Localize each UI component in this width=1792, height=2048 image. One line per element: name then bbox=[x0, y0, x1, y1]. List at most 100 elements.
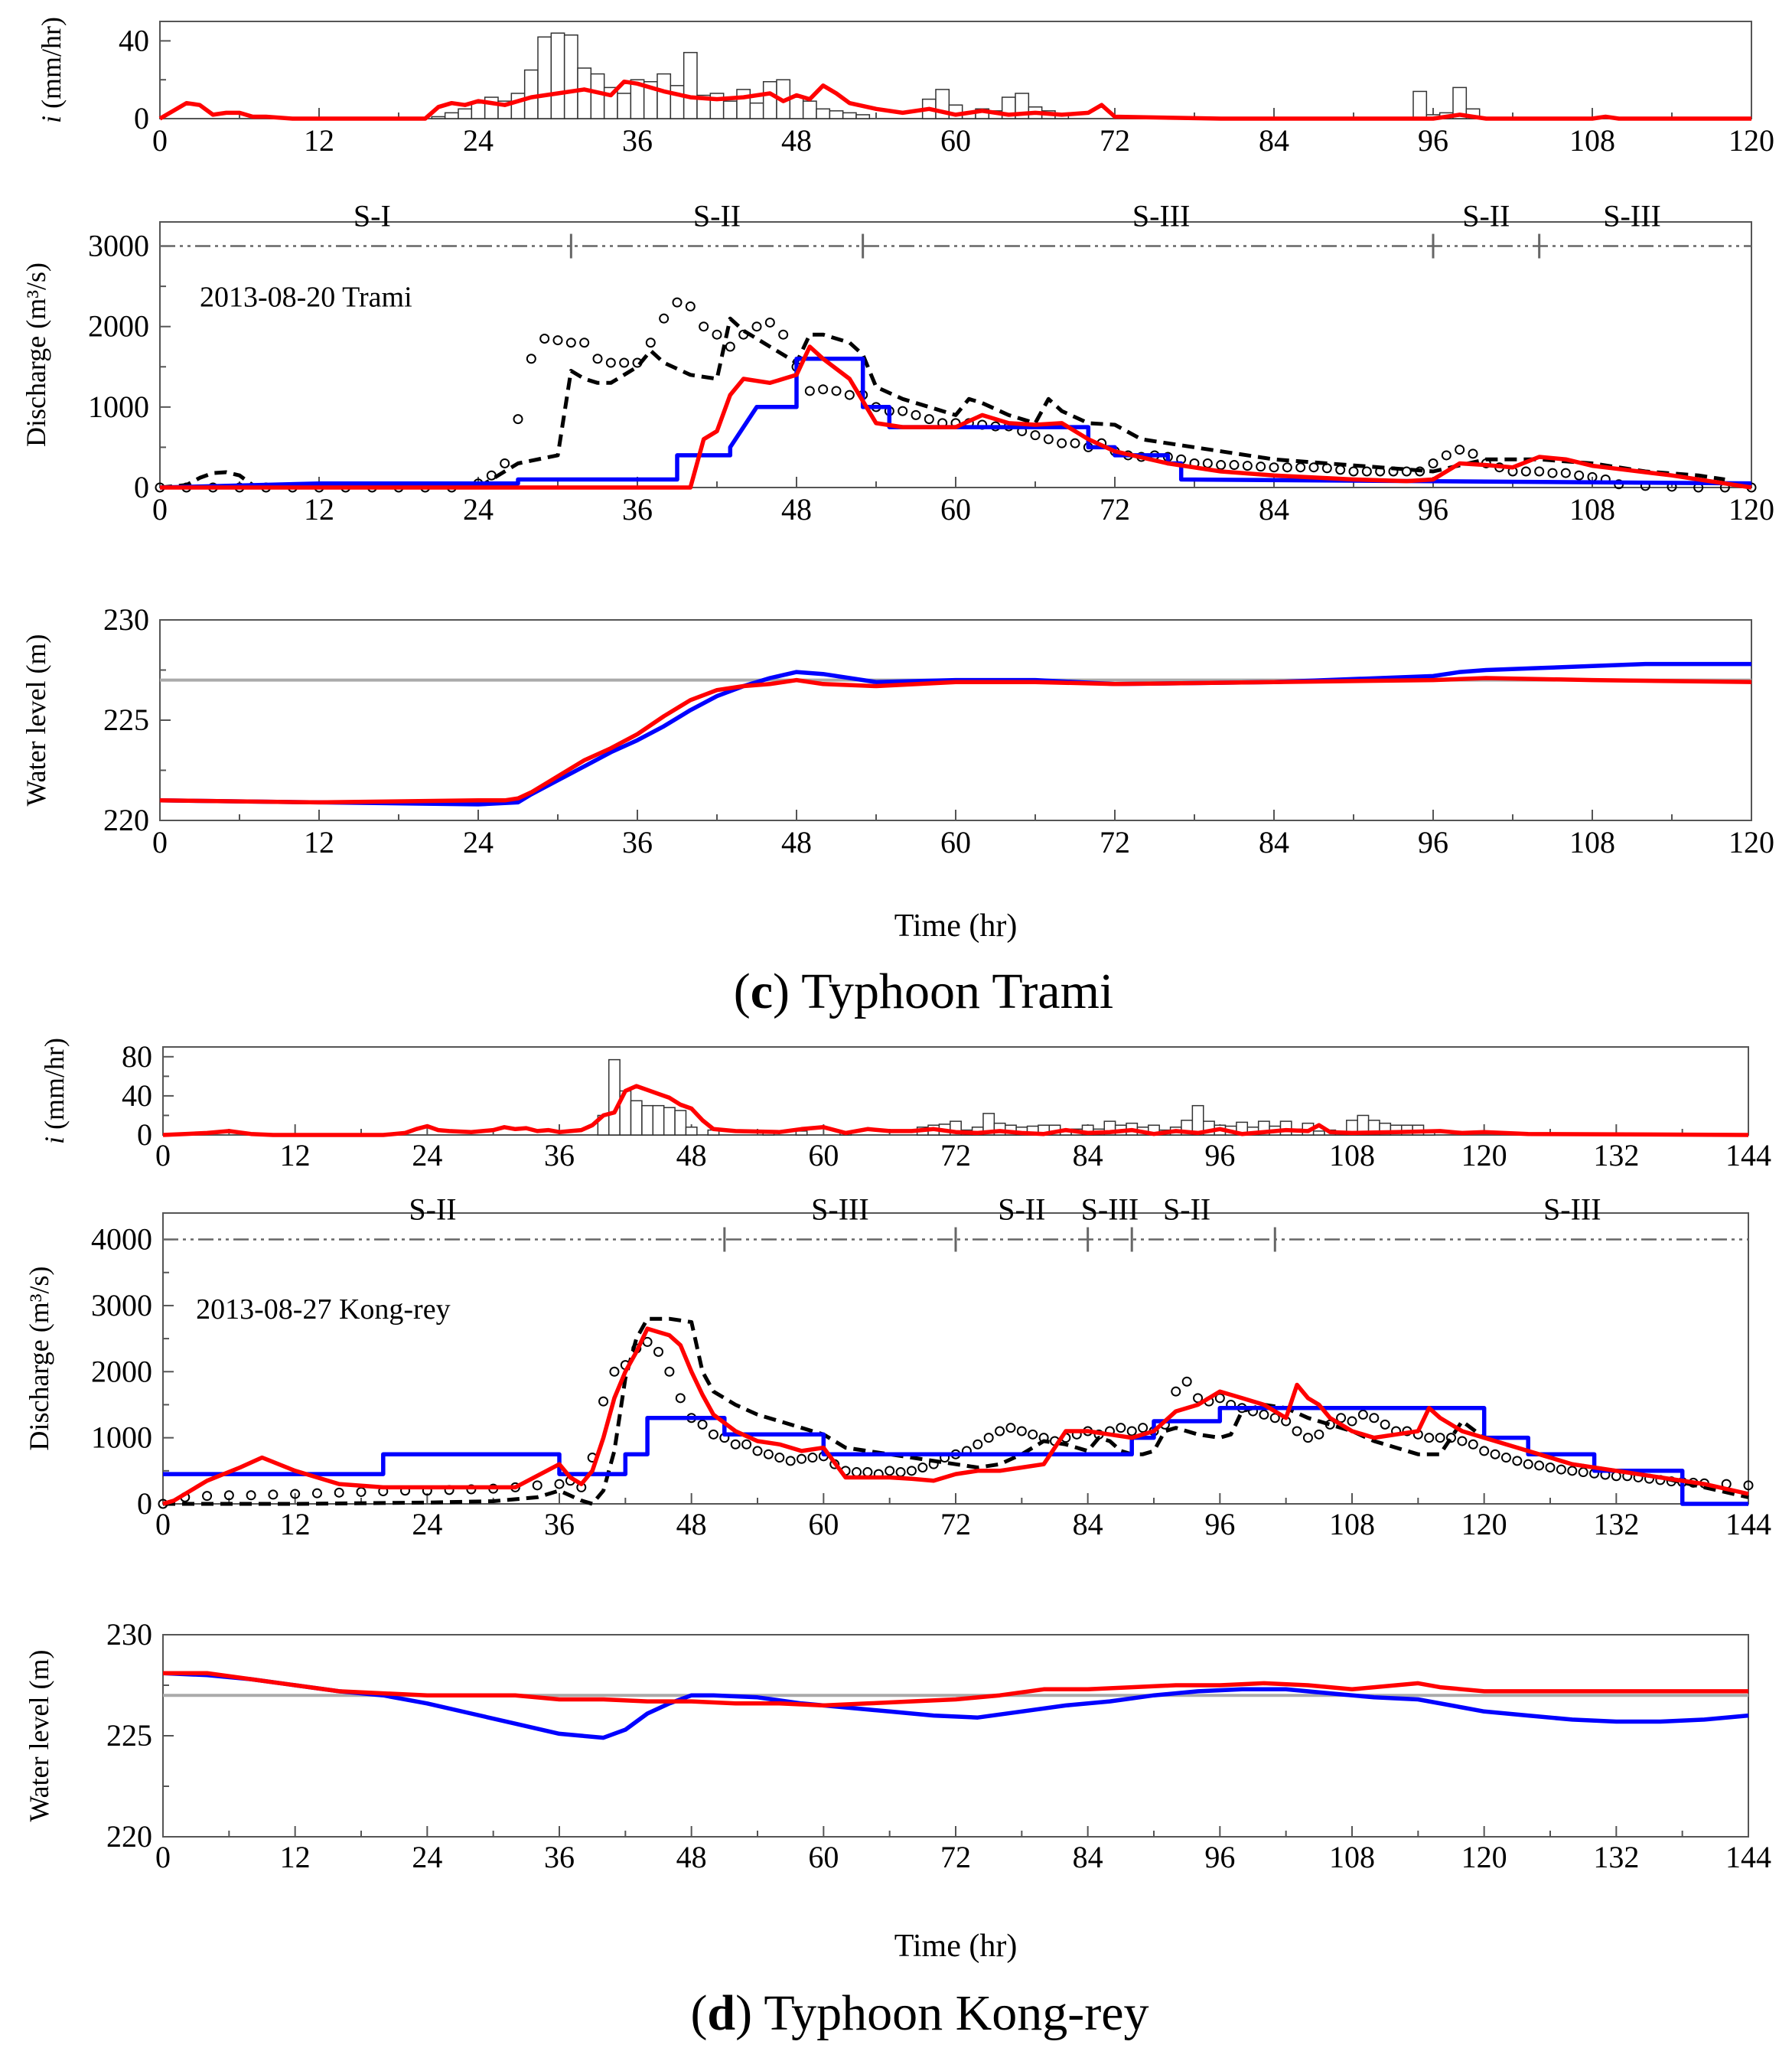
y-tick-label: 80 bbox=[122, 1039, 152, 1074]
plot-frame bbox=[162, 1212, 1749, 1505]
observed-point bbox=[1369, 1413, 1380, 1423]
x-tick-label: 24 bbox=[463, 492, 494, 527]
x-tick-label: 120 bbox=[1728, 825, 1774, 859]
observed-point bbox=[1295, 462, 1306, 473]
observed-point bbox=[1545, 1463, 1556, 1472]
x-tick-label: 96 bbox=[1204, 1138, 1235, 1172]
observed-point bbox=[685, 301, 696, 311]
x-tick-label: 24 bbox=[463, 123, 494, 158]
caption-d-letter: d bbox=[707, 1985, 735, 2041]
y-tick-label: 225 bbox=[106, 1718, 152, 1753]
observed-point bbox=[609, 1366, 620, 1377]
rainfall-bar bbox=[641, 1104, 654, 1136]
y-tick-label: 2000 bbox=[91, 1354, 152, 1388]
stage-label: S-II bbox=[998, 1192, 1045, 1227]
x-tick-label: 96 bbox=[1418, 123, 1448, 158]
observed-point bbox=[763, 1449, 774, 1459]
observed-point bbox=[1534, 466, 1545, 477]
rainfall-bar bbox=[590, 73, 605, 119]
rainfall-bar bbox=[652, 1104, 665, 1136]
kongrey-discharge-panel: 0 12 24 36 48 60 72 84 96 108 120 132 144 0 1000 2000 30… bbox=[24, 1192, 1771, 1541]
observed-point bbox=[818, 384, 829, 395]
x-tick-label: 12 bbox=[280, 1507, 311, 1541]
x-tick-label: 108 bbox=[1569, 825, 1615, 859]
y-axis-symbol: i bbox=[39, 1137, 70, 1144]
y-tick-label: 0 bbox=[137, 1117, 152, 1152]
series-line-blue bbox=[162, 1671, 1749, 1740]
y-tick-label: 0 bbox=[137, 1486, 152, 1521]
observed-point bbox=[598, 1396, 609, 1407]
stage-label: S-I bbox=[354, 199, 391, 233]
y-axis-label: i (mm/hr) bbox=[36, 17, 67, 123]
observed-point bbox=[1259, 1409, 1269, 1420]
series-line-red bbox=[160, 344, 1752, 490]
observed-point bbox=[1357, 1409, 1368, 1420]
observed-point bbox=[751, 321, 762, 332]
observed-point bbox=[797, 1453, 807, 1464]
x-tick-label: 24 bbox=[412, 1840, 442, 1874]
observed-point bbox=[712, 329, 722, 340]
observed-point bbox=[730, 1439, 741, 1450]
x-axis-label: Time (hr) bbox=[894, 908, 1018, 944]
y-tick-label: 230 bbox=[103, 602, 149, 637]
observed-point bbox=[1282, 462, 1292, 473]
y-tick-label: 2000 bbox=[88, 309, 149, 344]
x-tick-label: 24 bbox=[463, 825, 494, 859]
observed-point bbox=[983, 1433, 994, 1443]
x-tick-label: 48 bbox=[781, 492, 812, 527]
x-tick-label: 12 bbox=[304, 123, 334, 158]
y-tick-label: 220 bbox=[106, 1819, 152, 1854]
observed-point bbox=[917, 1463, 928, 1472]
observed-point bbox=[1302, 1433, 1313, 1443]
x-tick-label: 84 bbox=[1073, 1507, 1103, 1541]
observed-point bbox=[592, 354, 603, 364]
observed-point bbox=[539, 333, 550, 344]
y-tick-label: 40 bbox=[119, 23, 149, 57]
observed-point bbox=[1567, 1466, 1578, 1476]
observed-point bbox=[1028, 1429, 1038, 1440]
observed-point bbox=[973, 1439, 983, 1450]
x-tick-label: 96 bbox=[1204, 1507, 1235, 1541]
stage-label: S-II bbox=[1462, 199, 1510, 233]
plot-frame bbox=[159, 221, 1752, 488]
observed-point bbox=[659, 313, 670, 324]
x-tick-label: 36 bbox=[622, 123, 653, 158]
x-tick-label: 0 bbox=[152, 123, 168, 158]
plot-frame bbox=[159, 619, 1752, 821]
observed-point bbox=[500, 458, 510, 468]
observed-point bbox=[906, 1466, 917, 1476]
x-tick-label: 48 bbox=[781, 825, 812, 859]
x-tick-label: 36 bbox=[622, 492, 653, 527]
observed-point bbox=[672, 297, 683, 308]
observed-point bbox=[526, 354, 536, 364]
observed-point bbox=[223, 1490, 234, 1501]
observed-point bbox=[785, 1456, 796, 1466]
x-tick-label: 120 bbox=[1461, 1138, 1507, 1172]
observed-point bbox=[356, 1486, 367, 1497]
stage-label: S-II bbox=[693, 199, 741, 233]
x-tick-label: 36 bbox=[544, 1138, 575, 1172]
y-tick-label: 4000 bbox=[91, 1222, 152, 1257]
observed-point bbox=[1348, 466, 1359, 477]
x-tick-label: 96 bbox=[1204, 1840, 1235, 1874]
observed-point bbox=[1512, 1456, 1523, 1466]
y-axis-unit: (mm/hr) bbox=[39, 1038, 70, 1137]
x-tick-label: 0 bbox=[152, 825, 168, 859]
observed-point bbox=[1547, 468, 1558, 478]
observed-point bbox=[804, 386, 815, 396]
x-tick-label: 144 bbox=[1725, 1507, 1771, 1541]
observed-point bbox=[1743, 1480, 1754, 1491]
observed-point bbox=[1126, 1426, 1137, 1437]
observed-point bbox=[513, 414, 523, 425]
observed-point bbox=[774, 1453, 785, 1463]
x-tick-label: 132 bbox=[1593, 1138, 1639, 1172]
x-tick-label: 108 bbox=[1329, 1507, 1375, 1541]
observed-point bbox=[1578, 1467, 1588, 1478]
observed-point bbox=[1314, 1429, 1324, 1440]
x-tick-label: 144 bbox=[1725, 1840, 1771, 1874]
x-tick-label: 36 bbox=[622, 825, 653, 859]
x-tick-label: 108 bbox=[1569, 492, 1615, 527]
stage-label: S-III bbox=[1132, 199, 1191, 233]
observed-point bbox=[1560, 468, 1571, 478]
